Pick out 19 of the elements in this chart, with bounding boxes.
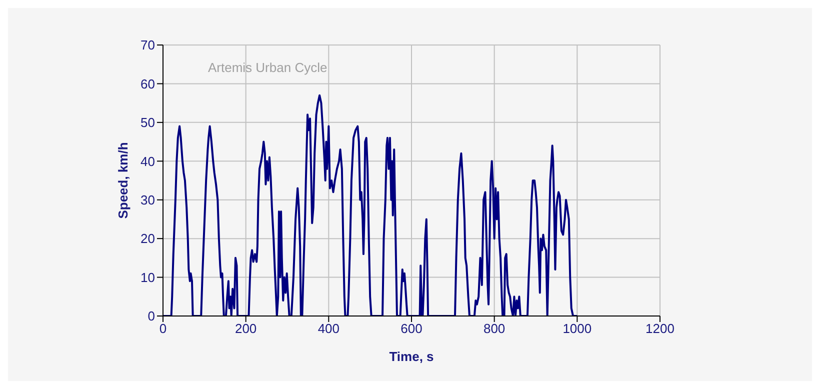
x-tick-label: 1000 (562, 321, 592, 336)
x-tick-label: 0 (159, 321, 167, 336)
y-tick-label: 40 (140, 154, 155, 169)
x-tick-label: 1200 (646, 321, 674, 336)
x-tick-label: 800 (483, 321, 506, 336)
x-tick-label: 200 (234, 321, 257, 336)
y-tick-label: 0 (148, 308, 155, 324)
x-axis-title: Time, s (389, 349, 434, 364)
y-tick-label: 10 (140, 270, 155, 285)
x-tick-label: 600 (400, 321, 422, 336)
annotation: Artemis Urban Cycle (208, 60, 328, 75)
y-tick-label: 20 (140, 231, 155, 246)
y-tick-label: 30 (140, 192, 155, 208)
y-tick-label: 70 (140, 38, 155, 53)
y-tick-label: 50 (140, 115, 155, 130)
y-tick-label: 60 (140, 76, 155, 92)
x-tick-label: 400 (318, 321, 340, 336)
y-axis-title: Speed, km/h (116, 142, 131, 219)
line-series (163, 94, 578, 316)
